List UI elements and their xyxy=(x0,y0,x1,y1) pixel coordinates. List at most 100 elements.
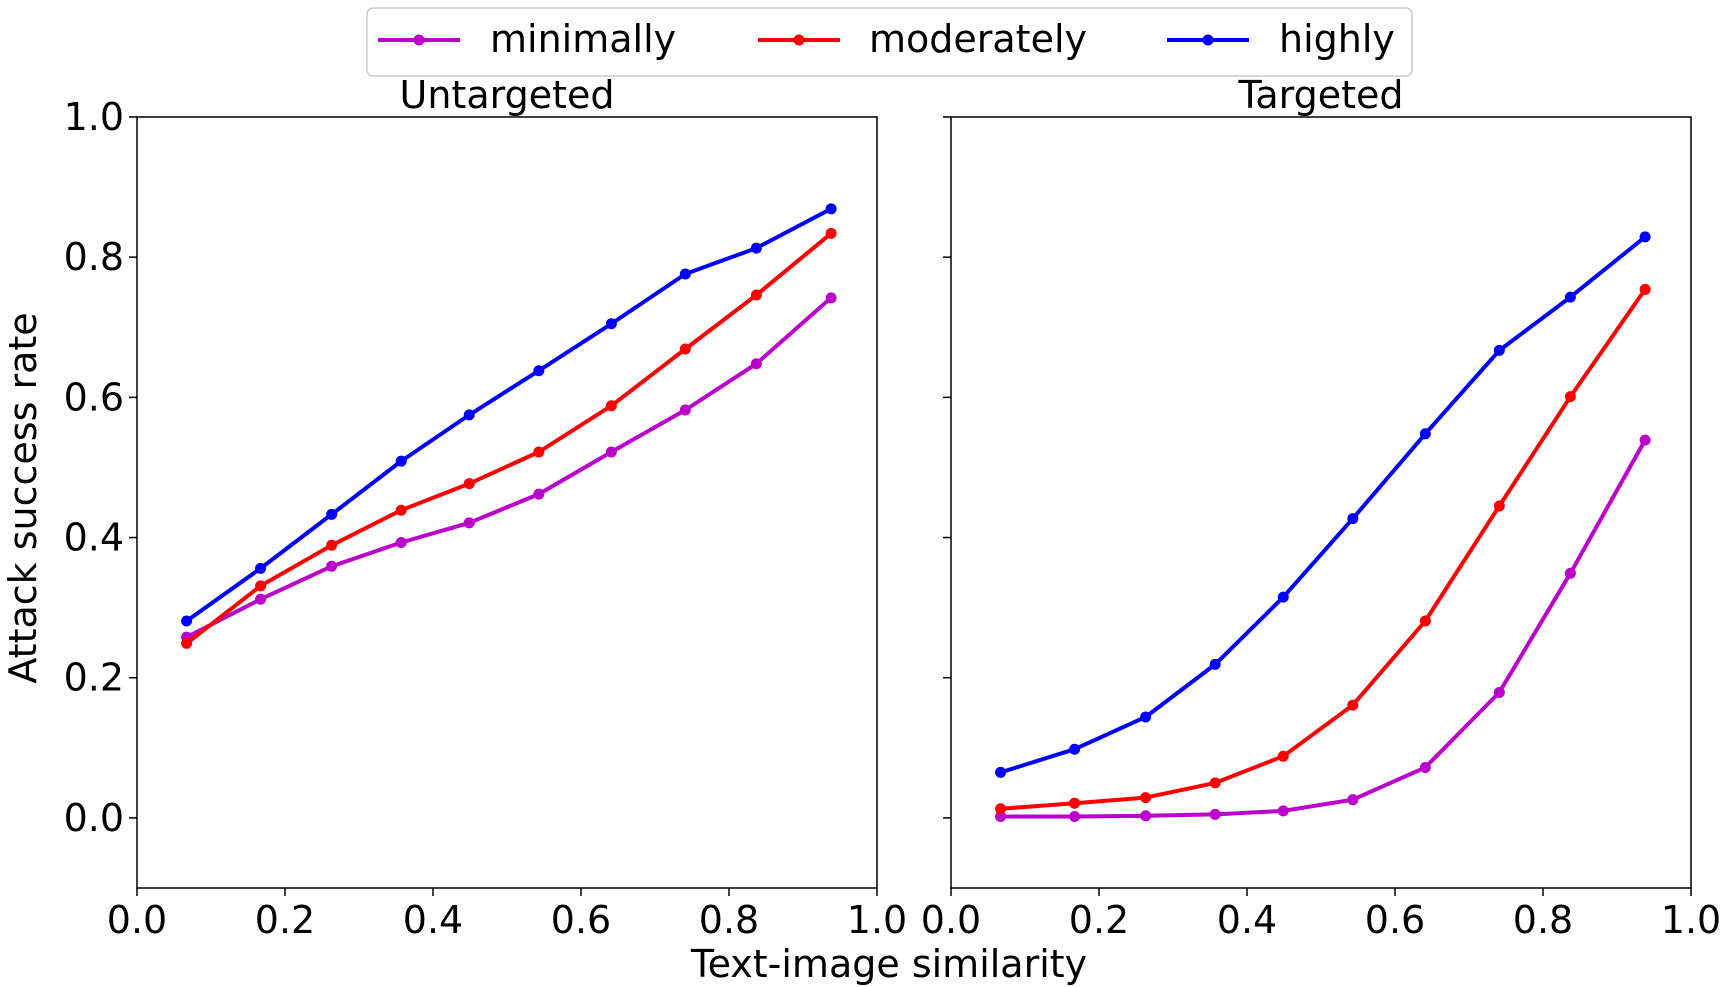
legend-item-highly: highly xyxy=(1167,17,1395,61)
untargeted-y-tick-label: 1.0 xyxy=(64,95,124,139)
targeted-line-minimally xyxy=(998,438,1648,819)
targeted-point-moderately xyxy=(1564,391,1576,403)
targeted-point-highly xyxy=(1347,513,1359,525)
legend-item-moderately: moderately xyxy=(758,17,1087,61)
untargeted-y-tick-label: 0.8 xyxy=(64,235,124,279)
untargeted-point-minimally xyxy=(326,560,338,572)
untargeted-point-highly xyxy=(255,562,267,574)
legend-marker-minimally xyxy=(413,34,425,46)
targeted-x-tick-label: 0.8 xyxy=(1513,898,1573,942)
legend-frame xyxy=(366,7,1413,77)
targeted-point-minimally xyxy=(1209,808,1221,820)
targeted-x-tick-label: 1.0 xyxy=(1661,898,1721,942)
untargeted-line-minimally xyxy=(184,295,834,640)
targeted-title: Targeted xyxy=(1237,73,1403,117)
targeted-x-tick-label: 0.4 xyxy=(1217,898,1277,942)
untargeted-point-moderately xyxy=(533,446,545,458)
untargeted-y-tick-label: 0.6 xyxy=(64,375,124,419)
targeted-series xyxy=(995,231,1651,823)
targeted-point-moderately xyxy=(1493,500,1505,512)
legend: minimally moderately highly xyxy=(366,7,1413,77)
targeted-point-highly xyxy=(1564,291,1576,303)
legend-label-minimally: minimally xyxy=(490,17,676,61)
untargeted-point-minimally xyxy=(679,404,691,416)
targeted-x-tick-label: 0.2 xyxy=(1069,898,1129,942)
untargeted-point-highly xyxy=(750,242,762,254)
untargeted-point-highly xyxy=(679,268,691,280)
untargeted-x-tick-label: 0.8 xyxy=(699,898,759,942)
untargeted-line-moderately xyxy=(184,231,834,646)
targeted-plot-frame xyxy=(950,116,1692,889)
untargeted-x-tick-label: 0.4 xyxy=(403,898,463,942)
targeted-point-moderately xyxy=(1639,283,1651,295)
untargeted-y-tick-label: 0.2 xyxy=(64,656,124,700)
targeted-point-minimally xyxy=(1493,686,1505,698)
untargeted-point-moderately xyxy=(326,539,338,551)
untargeted-panel: Untargeted 0.0 0.2 0.4 0.6 0.8 1.00.00.20.40.… xyxy=(64,73,908,942)
untargeted-point-minimally xyxy=(605,446,617,458)
targeted-point-moderately xyxy=(1209,777,1221,789)
targeted-panel: Targeted 0.0 0.2 0.4 0.6 0.8 1.0 xyxy=(921,73,1721,942)
untargeted-point-moderately xyxy=(750,289,762,301)
targeted-point-highly xyxy=(1493,344,1505,356)
targeted-x-tick-label: 0.0 xyxy=(921,898,981,942)
untargeted-point-highly xyxy=(395,455,407,467)
untargeted-point-minimally xyxy=(750,358,762,370)
untargeted-point-minimally xyxy=(255,593,267,605)
untargeted-point-minimally xyxy=(533,488,545,500)
targeted-point-highly xyxy=(1069,743,1081,755)
untargeted-point-moderately xyxy=(679,343,691,355)
targeted-line-moderately xyxy=(998,287,1648,811)
untargeted-title: Untargeted xyxy=(400,73,615,117)
legend-marker-highly xyxy=(1202,34,1214,46)
legend-label-highly: highly xyxy=(1279,17,1395,61)
targeted-point-minimally xyxy=(1639,434,1651,446)
targeted-point-highly xyxy=(995,766,1007,778)
targeted-point-moderately xyxy=(1140,792,1152,804)
untargeted-x-tick-label: 1.0 xyxy=(847,898,907,942)
untargeted-y-tick-label: 0.0 xyxy=(64,796,124,840)
targeted-point-highly xyxy=(1140,711,1152,723)
untargeted-series xyxy=(181,203,837,649)
untargeted-ticks: 0.0 0.2 0.4 0.6 0.8 1.0 0.0 0.2 0.4 0.6 0.8 1.0 xyxy=(64,95,908,942)
untargeted-line-highly xyxy=(184,206,834,623)
targeted-point-minimally xyxy=(995,811,1007,823)
untargeted-plot-frame xyxy=(136,116,878,889)
untargeted-point-moderately xyxy=(605,400,617,412)
targeted-ticks: 0.0 0.2 0.4 0.6 0.8 1.0 xyxy=(921,116,1721,942)
targeted-point-minimally xyxy=(1277,805,1289,817)
untargeted-point-moderately xyxy=(255,580,267,592)
untargeted-x-tick-label: 0.2 xyxy=(255,898,315,942)
untargeted-point-moderately xyxy=(825,227,837,239)
untargeted-point-minimally xyxy=(395,536,407,548)
untargeted-point-highly xyxy=(825,203,837,215)
untargeted-point-minimally xyxy=(825,292,837,304)
untargeted-point-moderately xyxy=(181,637,193,649)
untargeted-y-tick-label: 0.4 xyxy=(64,516,124,560)
targeted-point-minimally xyxy=(1347,794,1359,806)
targeted-point-highly xyxy=(1639,231,1651,243)
targeted-point-minimally xyxy=(1069,811,1081,823)
untargeted-point-highly xyxy=(326,508,338,520)
untargeted-point-highly xyxy=(533,365,545,377)
untargeted-point-highly xyxy=(181,615,193,627)
untargeted-point-highly xyxy=(463,409,475,421)
y-axis-label: Attack success rate xyxy=(1,312,45,683)
targeted-line-highly xyxy=(998,234,1648,775)
untargeted-point-highly xyxy=(605,318,617,330)
targeted-point-moderately xyxy=(1347,699,1359,711)
targeted-x-tick-label: 0.6 xyxy=(1365,898,1425,942)
targeted-point-moderately xyxy=(995,803,1007,815)
untargeted-x-tick-label: 0.6 xyxy=(551,898,611,942)
targeted-point-minimally xyxy=(1419,761,1431,773)
targeted-point-highly xyxy=(1277,591,1289,603)
untargeted-point-moderately xyxy=(395,504,407,516)
targeted-point-highly xyxy=(1209,658,1221,670)
untargeted-point-moderately xyxy=(463,478,475,490)
untargeted-x-tick-label: 0.0 xyxy=(107,898,167,942)
targeted-point-moderately xyxy=(1277,750,1289,762)
targeted-point-minimally xyxy=(1140,810,1152,822)
targeted-point-minimally xyxy=(1564,567,1576,579)
targeted-point-moderately xyxy=(1419,615,1431,627)
